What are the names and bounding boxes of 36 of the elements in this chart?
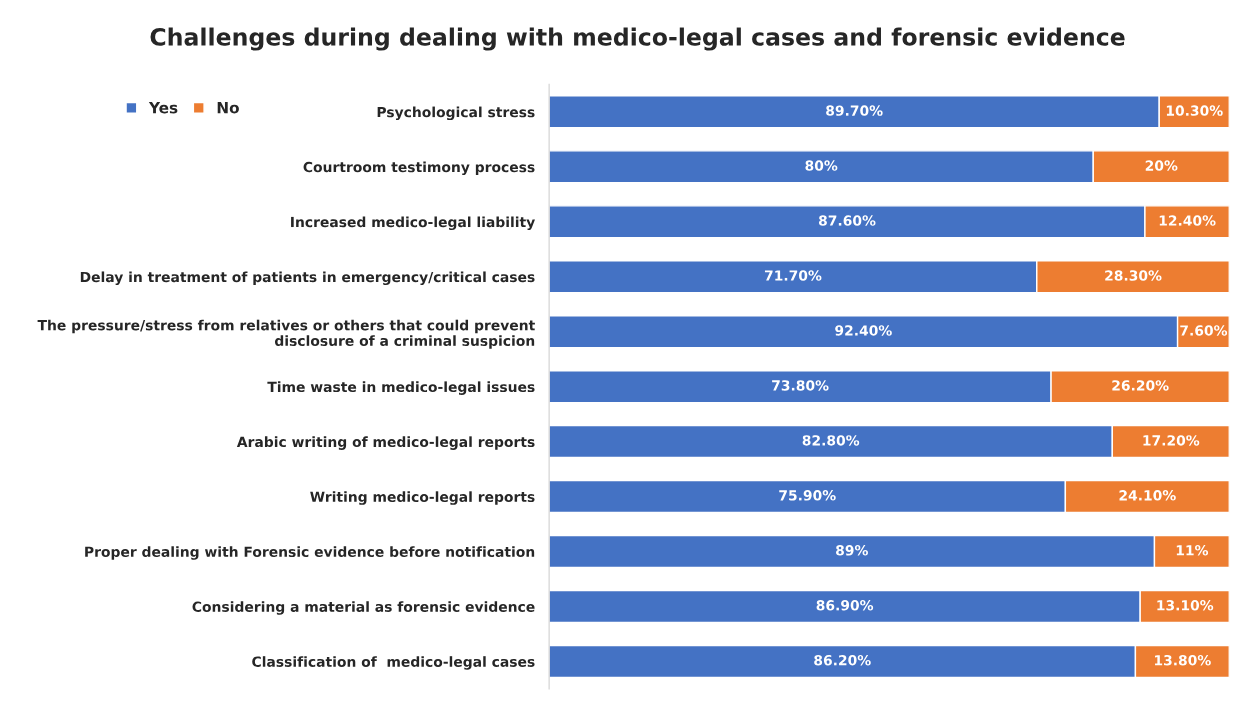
data-label: 80%: [805, 160, 838, 171]
y-tick-label: The pressure/stress from relatives or others that could prevent disclosure of a criminal suspicion: [37, 319, 535, 349]
legend-label: No: [217, 102, 239, 114]
y-tick-label: Courtroom testimony process: [303, 161, 535, 176]
data-label: 13.10%: [1157, 600, 1214, 611]
data-label: 89.70%: [826, 105, 883, 116]
data-label: 87.60%: [818, 215, 876, 226]
y-tick-label: Classification of medico-legal cases: [252, 656, 535, 670]
legend-label: Yes: [148, 102, 178, 114]
y-tick-label: Time waste in medico-legal issues: [267, 381, 535, 395]
data-label: 7.60%: [1180, 325, 1228, 336]
data-label: 73.80%: [772, 380, 829, 391]
y-tick-label: Writing medico-legal reports: [310, 491, 535, 505]
data-label: 92.40%: [835, 325, 892, 336]
y-tick-label: Considering a material as forensic evidence: [192, 601, 535, 615]
data-label: 11%: [1176, 545, 1209, 556]
data-label: 86.90%: [816, 600, 874, 611]
data-label: 86.20%: [814, 654, 871, 666]
data-label: 13.80%: [1154, 654, 1211, 666]
data-label: 20%: [1145, 160, 1178, 171]
y-tick-label: Delay in treatment of patients in emergency/critical cases: [80, 271, 535, 285]
data-label: 26.20%: [1112, 380, 1169, 391]
data-label: 24.10%: [1119, 490, 1176, 501]
data-label: 89%: [836, 545, 868, 556]
data-label: 82.80%: [802, 435, 860, 446]
data-label: 71.70%: [764, 270, 822, 281]
chart-title: Challenges during dealing with medico-legal cases and forensic evidence: [150, 27, 1125, 51]
data-label: 10.30%: [1166, 105, 1223, 116]
data-label: 12.40%: [1159, 215, 1216, 226]
y-tick-label: Increased medico-legal liability: [291, 216, 535, 231]
data-label: 17.20%: [1143, 435, 1200, 446]
y-tick-label: Proper dealing with Forensic evidence before notification: [85, 546, 535, 560]
data-label: 28.30%: [1105, 270, 1162, 281]
y-tick-label: Psychological stress: [377, 106, 535, 121]
y-tick-label: Arabic writing of medico-legal reports: [236, 436, 535, 450]
data-label: 75.90%: [779, 490, 836, 501]
